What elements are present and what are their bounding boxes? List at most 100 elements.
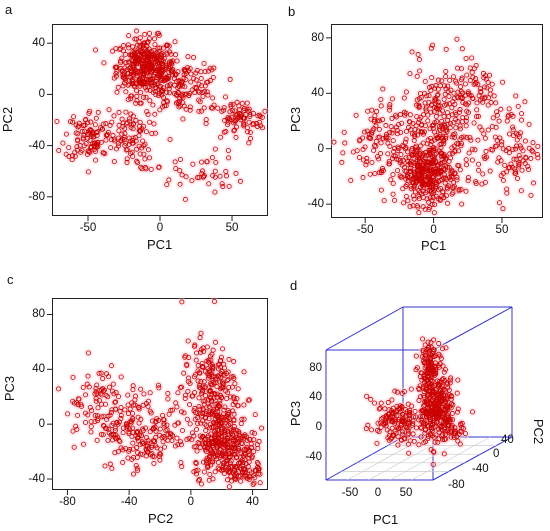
point-halo-c xyxy=(116,372,126,382)
point-halo-c xyxy=(69,442,79,452)
point-halo-c xyxy=(128,381,138,391)
point-halo-a xyxy=(172,56,182,66)
point-halo-a xyxy=(237,98,247,108)
point-halo-a xyxy=(128,151,138,161)
point-halo-a xyxy=(216,132,226,142)
point-halo-b xyxy=(474,159,484,169)
point-halo-a xyxy=(217,179,227,189)
point-halo-a xyxy=(189,52,199,62)
point-halo-b xyxy=(533,153,543,163)
point-halo-a xyxy=(83,167,93,177)
point-halo-a xyxy=(143,145,153,155)
point-halo-a xyxy=(231,132,241,142)
point-halo-a xyxy=(192,65,202,75)
point-halo-c xyxy=(54,384,64,394)
point-halo-c xyxy=(118,458,128,468)
point-halo-a xyxy=(134,141,144,151)
point-halo-a xyxy=(52,116,62,126)
point-halo-a xyxy=(209,100,219,110)
point-halo-a xyxy=(132,26,142,36)
point-halo-b xyxy=(502,188,512,198)
point-halo-a xyxy=(132,156,142,166)
point-halo-a xyxy=(99,58,109,68)
point-halo-b xyxy=(338,148,348,158)
point-halo-a xyxy=(108,46,118,56)
point-halo-a xyxy=(118,81,128,91)
point-halo-a xyxy=(124,31,134,41)
point-halo-b xyxy=(492,110,502,120)
point-halo-c xyxy=(154,383,164,393)
point-halo-a xyxy=(154,162,164,172)
point-halo-a xyxy=(196,74,206,84)
point-halo-a xyxy=(231,168,241,178)
point-halo-c xyxy=(139,389,149,399)
point-halo-a xyxy=(73,135,83,145)
point-halo-a xyxy=(210,144,220,154)
plot-frame-b xyxy=(331,24,543,218)
point-halo-b xyxy=(340,138,350,148)
point-halo-a xyxy=(106,143,116,153)
point-halo-b xyxy=(457,199,467,209)
point-halo-a xyxy=(243,127,253,137)
plot-frame-c xyxy=(52,298,268,490)
point-halo-a xyxy=(154,162,164,172)
point-halo-a xyxy=(170,37,180,47)
point-halo-b xyxy=(524,119,534,129)
point-halo-a xyxy=(159,93,169,103)
point-halo-a xyxy=(199,58,209,68)
point-halo-a xyxy=(165,47,175,57)
point-halo-a xyxy=(224,181,234,191)
point-halo-c xyxy=(68,372,78,382)
point-halo-a xyxy=(225,107,235,117)
point-halo-a xyxy=(67,155,77,165)
point-halo-c xyxy=(239,367,249,377)
point-halo-a xyxy=(54,146,64,156)
point-halo-a xyxy=(143,109,153,119)
point-halo-c xyxy=(195,333,205,343)
point-halo-a xyxy=(145,28,155,38)
point-halo-c xyxy=(73,410,83,420)
point-halo-a xyxy=(111,144,121,154)
point-halo-a xyxy=(242,98,252,108)
point-halo-a xyxy=(142,107,152,117)
point-halo-a xyxy=(191,68,201,78)
point-halo-a xyxy=(175,179,185,189)
point-halo-b xyxy=(427,73,437,83)
point-halo-a xyxy=(150,40,160,50)
point-halo-b xyxy=(379,196,389,206)
point-halo-a xyxy=(211,158,221,168)
point-halo-b xyxy=(528,178,538,188)
point-halo-b xyxy=(337,157,347,167)
point-halo-a xyxy=(120,124,130,134)
point-halo-a xyxy=(208,93,218,103)
point-halo-a xyxy=(145,153,155,163)
point-halo-a xyxy=(150,34,160,44)
point-halo-a xyxy=(183,63,193,73)
point-halo-a xyxy=(183,52,193,62)
point-halo-a xyxy=(219,127,229,137)
point-halo-a xyxy=(173,67,183,77)
point-halo-a xyxy=(70,147,80,157)
point-halo-c xyxy=(93,403,103,413)
point-halo-a xyxy=(215,171,225,181)
point-halo-c xyxy=(83,348,93,358)
point-halo-a xyxy=(223,145,233,155)
point-halo-a xyxy=(151,128,161,138)
point-halo-b xyxy=(517,115,527,125)
point-halo-b xyxy=(520,97,530,107)
point-halo-a xyxy=(93,107,103,117)
point-halo-b xyxy=(358,173,368,183)
point-halo-c xyxy=(217,344,227,354)
point-halo-b xyxy=(441,44,451,54)
point-halo-a xyxy=(221,127,231,137)
point-halo-a xyxy=(73,136,83,146)
point-halo-a xyxy=(221,166,231,176)
axis-title-x-d: PC1 xyxy=(373,512,399,527)
point-halo-a xyxy=(148,100,158,110)
point-halo-b xyxy=(511,91,521,101)
point-halo-a xyxy=(112,87,122,97)
point-halo-b xyxy=(329,137,339,147)
panel-letter-a: a xyxy=(5,2,13,17)
point-halo-a xyxy=(188,159,198,169)
point-halo-b xyxy=(351,110,361,120)
